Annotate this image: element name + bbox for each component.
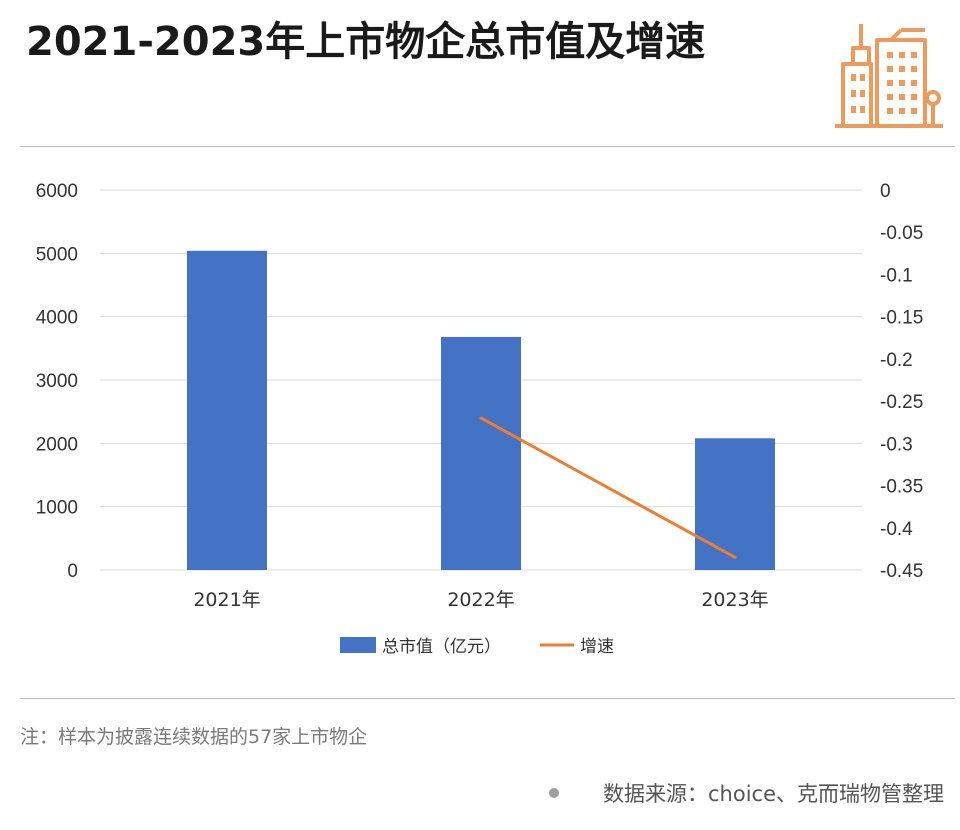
y-left-tick-label: 5000 <box>36 244 78 265</box>
y-right-tick-label: 0 <box>880 181 891 202</box>
y-right-tick-label: -0.45 <box>880 561 923 582</box>
x-category-label: 2022年 <box>447 589 514 611</box>
bar-2021年 <box>187 250 267 571</box>
y-left-tick-label: 3000 <box>36 371 78 392</box>
y-left-tick-label: 1000 <box>36 498 78 519</box>
legend-swatch-market-cap <box>340 637 376 653</box>
buildings-icon <box>835 24 943 128</box>
y-left-tick-label: 4000 <box>36 308 78 329</box>
y-left-tick-label: 6000 <box>36 181 78 202</box>
legend-label-growth: 增速 <box>580 637 614 657</box>
footnote: 注：样本为披露连续数据的57家上市物企 <box>20 726 368 748</box>
growth-point <box>733 555 737 559</box>
y-right-tick-label: -0.35 <box>880 477 923 498</box>
growth-line <box>480 416 736 559</box>
growth-point <box>479 416 483 420</box>
y-right-tick-label: -0.05 <box>880 223 923 244</box>
y-right-tick-label: -0.25 <box>880 392 923 413</box>
y-right-tick-label: -0.1 <box>880 265 913 286</box>
x-category-label: 2021年 <box>193 589 260 611</box>
chart-title: 2021-2023年上市物企总市值及增速 <box>26 19 706 65</box>
legend-label-market-cap: 总市值（亿元） <box>382 637 501 657</box>
bar-2023年 <box>695 438 775 570</box>
y-left-tick-label: 2000 <box>36 434 78 455</box>
bullet-icon <box>548 788 559 798</box>
source-text: 数据来源：choice、克而瑞物管整理 <box>602 782 944 806</box>
y-left-tick-label: 0 <box>67 561 78 582</box>
bar-2022年 <box>441 336 521 570</box>
y-right-tick-label: -0.15 <box>880 308 923 329</box>
bottom-divider <box>20 698 955 699</box>
x-category-label: 2023年 <box>701 589 768 611</box>
y-right-tick-label: -0.2 <box>880 350 913 371</box>
top-divider <box>20 146 955 147</box>
y-right-tick-label: -0.3 <box>880 434 913 455</box>
y-right-tick-label: -0.4 <box>880 519 913 540</box>
chart: 0 1000 2000 3000 4000 5000 6000 0 -0.05 -0.1 -0.15… <box>36 181 924 657</box>
source-line: 数据来源：choice、克而瑞物管整理 <box>548 778 944 808</box>
